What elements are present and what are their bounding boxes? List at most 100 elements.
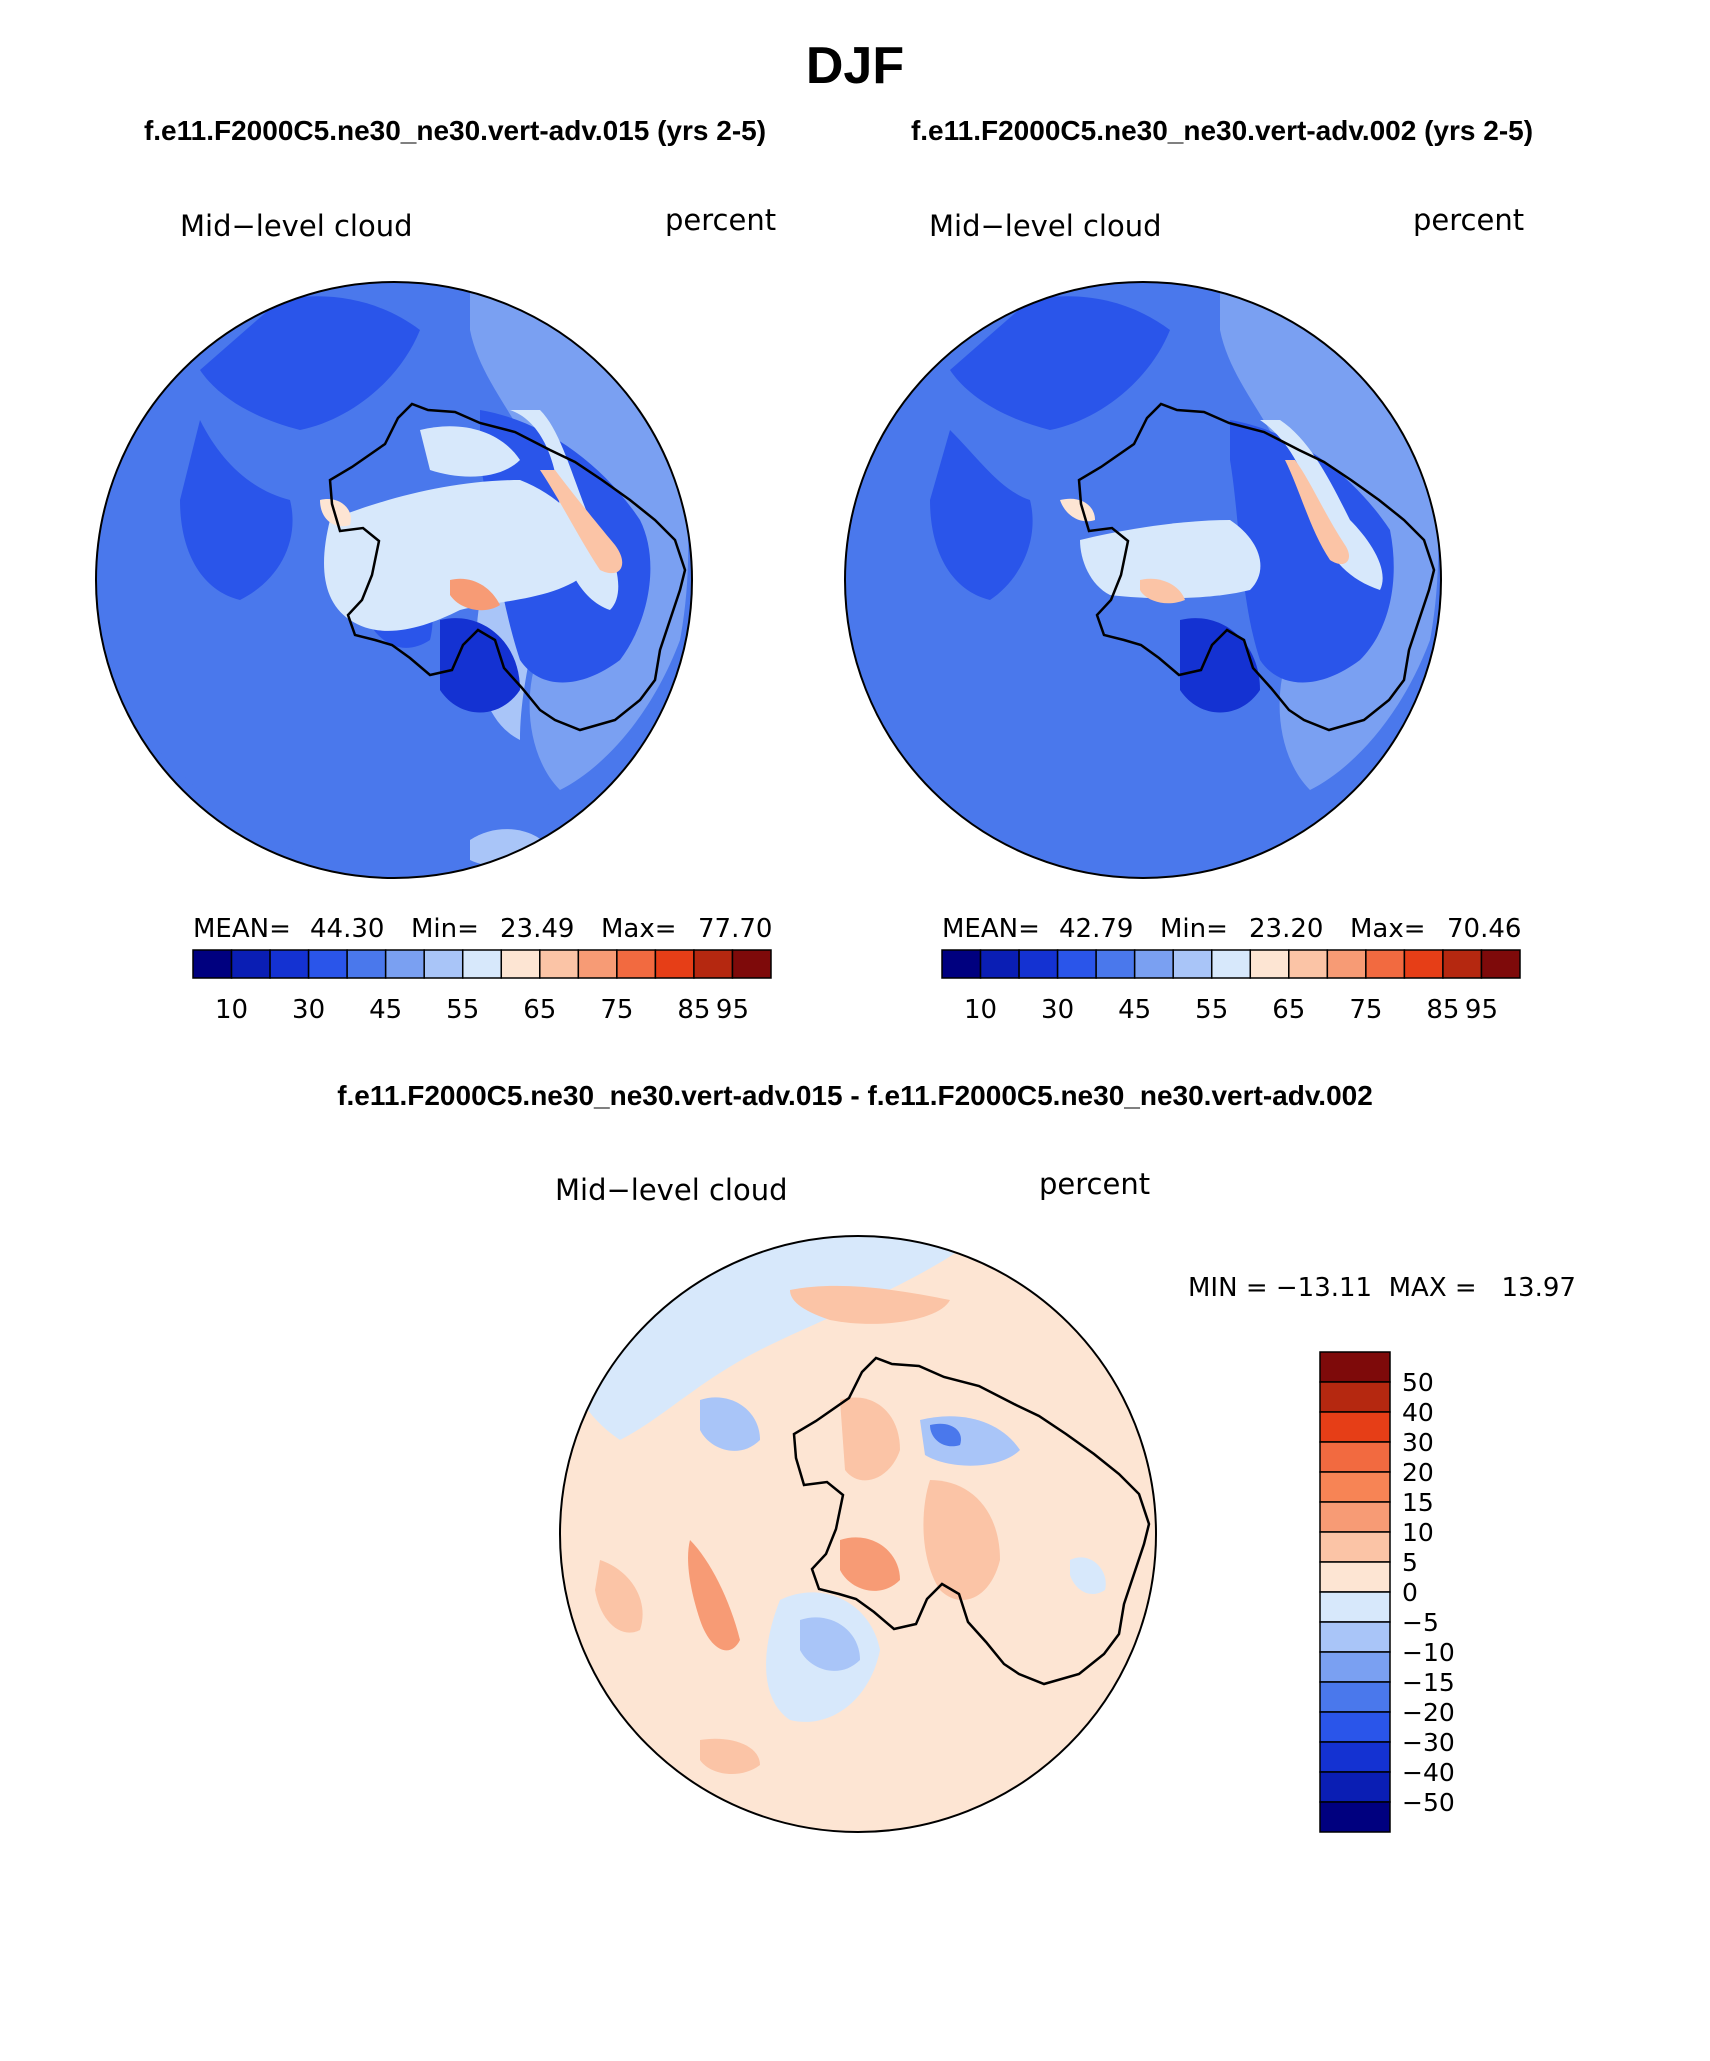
difference-colorbar-cell	[1319, 1621, 1391, 1653]
case-colorbar-cell	[693, 949, 734, 979]
difference-colorbar-cell	[1319, 1711, 1391, 1743]
difference-colorbar-tick-label: 20	[1402, 1458, 1434, 1487]
difference-colorbar-cell	[1319, 1471, 1391, 1503]
difference-colorbar-tick-label: 15	[1402, 1488, 1434, 1517]
case-colorbar-cell	[307, 949, 348, 979]
difference-colorbar-cell	[1319, 1531, 1391, 1563]
control-variable-label: Mid−level cloud	[929, 209, 1162, 243]
difference-colorbar-cell	[1319, 1741, 1391, 1773]
control-colorbar-cell	[1056, 949, 1097, 979]
case-colorbar-tick-label: 45	[369, 995, 402, 1025]
control-colorbar-cell	[1403, 949, 1444, 979]
difference-colorbar-tick-label: 0	[1402, 1578, 1418, 1607]
control-min-value: 23.20	[1249, 914, 1323, 944]
case-stats: MEAN= 44.30 Min= 23.49 Max= 77.70	[193, 914, 772, 944]
case-colorbar-tick-label: 95	[716, 995, 749, 1025]
difference-colorbar-cell	[1319, 1381, 1391, 1413]
difference-colorbar-cell	[1319, 1681, 1391, 1713]
control-units-label: percent	[1413, 203, 1524, 237]
control-colorbar-tick-label: 10	[964, 995, 997, 1025]
control-colorbar-tick-label: 85	[1426, 995, 1459, 1025]
case-min-value: 23.49	[500, 914, 574, 944]
case-colorbar-cell	[192, 949, 233, 979]
case-header: f.e11.F2000C5.ne30_ne30.vert-adv.015 (yr…	[144, 115, 766, 146]
control-map-outline	[844, 281, 1442, 879]
control-colorbar-tick-label: 45	[1118, 995, 1151, 1025]
difference-colorbar-cell	[1319, 1771, 1391, 1803]
case-max-value: 77.70	[698, 914, 772, 944]
difference-colorbar-tick-label: 50	[1402, 1368, 1434, 1397]
difference-map	[560, 1236, 1156, 1832]
difference-colorbar-cell	[1319, 1801, 1391, 1833]
control-stats: MEAN= 42.79 Min= 23.20 Max= 70.46	[942, 914, 1521, 944]
case-map-outline	[95, 281, 693, 879]
case-coastline	[328, 402, 687, 732]
control-mean-value: 42.79	[1059, 914, 1133, 944]
control-colorbar-cell	[1018, 949, 1059, 979]
case-units-label: percent	[665, 203, 776, 237]
difference-units-label: percent	[1039, 1167, 1150, 1201]
case-min-label: Min=	[411, 914, 479, 944]
control-colorbar-cell	[1442, 949, 1483, 979]
case-colorbar-tick-label: 10	[215, 995, 248, 1025]
case-colorbar-cell	[230, 949, 271, 979]
difference-colorbar-tick-label: 40	[1402, 1398, 1434, 1427]
figure-title: DJF	[806, 37, 904, 95]
case-colorbar-cell	[616, 949, 657, 979]
control-colorbar-tick-label: 75	[1349, 995, 1382, 1025]
control-colorbar-cell	[1365, 949, 1406, 979]
control-colorbar: 10 30 45 55 65 75 85 95	[941, 949, 1521, 1025]
difference-colorbar-tick-label: −5	[1402, 1608, 1439, 1637]
case-colorbar-tick-label: 65	[523, 995, 556, 1025]
case-colorbar-tick-label: 30	[292, 995, 325, 1025]
control-header: f.e11.F2000C5.ne30_ne30.vert-adv.002 (yr…	[911, 115, 1533, 146]
control-colorbar-cell	[1288, 949, 1329, 979]
case-colorbar-tick-label: 55	[446, 995, 479, 1025]
control-max-label: Max=	[1350, 914, 1426, 944]
control-colorbar-cell	[1095, 949, 1136, 979]
difference-colorbar-tick-label: −20	[1402, 1698, 1455, 1727]
case-colorbar-cell	[346, 949, 387, 979]
control-coastline	[1077, 402, 1436, 732]
case-colorbar-tick-label: 75	[600, 995, 633, 1025]
case-colorbar-cell	[577, 949, 618, 979]
difference-colorbar-cell	[1319, 1501, 1391, 1533]
difference-colorbar-tick-label: 5	[1402, 1548, 1418, 1577]
case-mean-label: MEAN=	[193, 914, 291, 944]
difference-coastline	[792, 1356, 1151, 1686]
difference-colorbar-tick-label: −50	[1402, 1788, 1455, 1817]
control-colorbar-tick-label: 65	[1272, 995, 1305, 1025]
control-colorbar-cell	[1326, 949, 1367, 979]
control-colorbar-cell	[1210, 949, 1252, 979]
case-max-label: Max=	[601, 914, 677, 944]
difference-colorbar-cell	[1319, 1411, 1391, 1443]
control-min-label: Min=	[1160, 914, 1228, 944]
case-colorbar-cell	[539, 949, 580, 979]
difference-colorbar-tick-label: −30	[1402, 1728, 1455, 1757]
case-colorbar-cell	[654, 949, 695, 979]
case-colorbar-cell	[731, 949, 772, 979]
difference-colorbar-cell	[1319, 1561, 1391, 1593]
case-map	[96, 282, 692, 878]
difference-colorbar-tick-label: 10	[1402, 1518, 1434, 1547]
case-colorbar-cell	[423, 949, 464, 979]
difference-colorbar-tick-label: −10	[1402, 1638, 1455, 1667]
control-colorbar-cell	[1172, 949, 1213, 979]
case-mean-value: 44.30	[310, 914, 384, 944]
difference-colorbar-cell	[1319, 1651, 1391, 1683]
difference-header: f.e11.F2000C5.ne30_ne30.vert-adv.015 - f…	[337, 1080, 1373, 1111]
control-mean-label: MEAN=	[942, 914, 1040, 944]
case-colorbar-cell	[461, 949, 503, 979]
control-colorbar-tick-label: 95	[1465, 995, 1498, 1025]
case-colorbar-cell	[500, 949, 541, 979]
difference-colorbar-tick-label: −40	[1402, 1758, 1455, 1787]
control-colorbar-cell	[979, 949, 1020, 979]
case-colorbar-cell	[384, 949, 425, 979]
difference-colorbar-tick-label: 30	[1402, 1428, 1434, 1457]
control-colorbar-cell	[1133, 949, 1174, 979]
control-colorbar-cell	[941, 949, 982, 979]
difference-colorbar-cell	[1319, 1351, 1391, 1383]
case-colorbar: 10 30 45 55 65 75 85 95	[192, 949, 772, 1025]
